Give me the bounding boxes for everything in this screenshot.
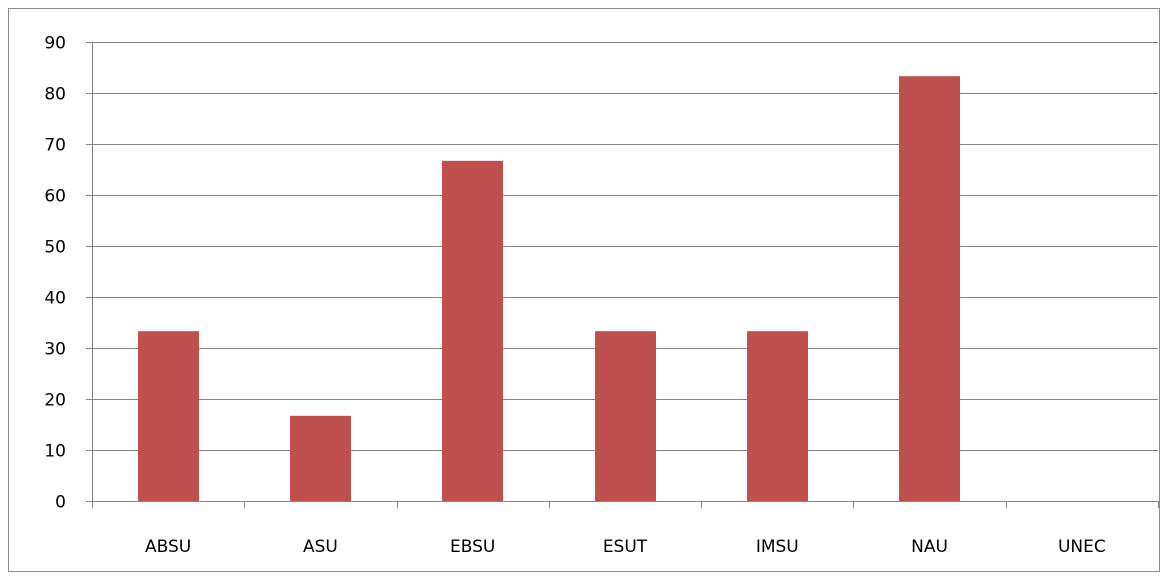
x-tick-label-ebsu: EBSU [450, 537, 495, 557]
y-tick-label: 10 [44, 442, 66, 462]
y-tick-label: 30 [44, 340, 66, 360]
x-axis-ticks: ABSU ASU EBSU ESUT IMSU NAU UNEC [92, 501, 1159, 557]
bar-asu [290, 415, 351, 501]
y-axis-ticks: 0 10 20 30 40 50 60 70 80 90 [44, 34, 92, 513]
x-tick-label-imsu: IMSU [756, 537, 799, 557]
y-tick-label: 60 [44, 187, 66, 207]
y-tick-label: 50 [44, 238, 66, 258]
x-tick-label-asu: ASU [303, 537, 338, 557]
x-tick-label-nau: NAU [911, 537, 948, 557]
bar-imsu [747, 331, 808, 501]
y-tick-label: 80 [44, 85, 66, 105]
y-tick-label: 0 [55, 493, 66, 513]
x-tick-label-absu: ABSU [145, 537, 191, 557]
x-tick-label-esut: ESUT [603, 537, 648, 557]
chart-frame [8, 8, 1160, 572]
x-tick-label-unec: UNEC [1058, 537, 1106, 557]
y-tick-label: 90 [44, 34, 66, 54]
bar-absu [138, 331, 199, 501]
y-tick-label: 70 [44, 136, 66, 156]
bar-nau [899, 76, 960, 502]
bar-ebsu [442, 160, 503, 501]
y-tick-label: 40 [44, 289, 66, 309]
bars [138, 76, 960, 502]
gridlines [92, 42, 1158, 451]
bar-esut [595, 331, 656, 501]
y-tick-label: 20 [44, 391, 66, 411]
